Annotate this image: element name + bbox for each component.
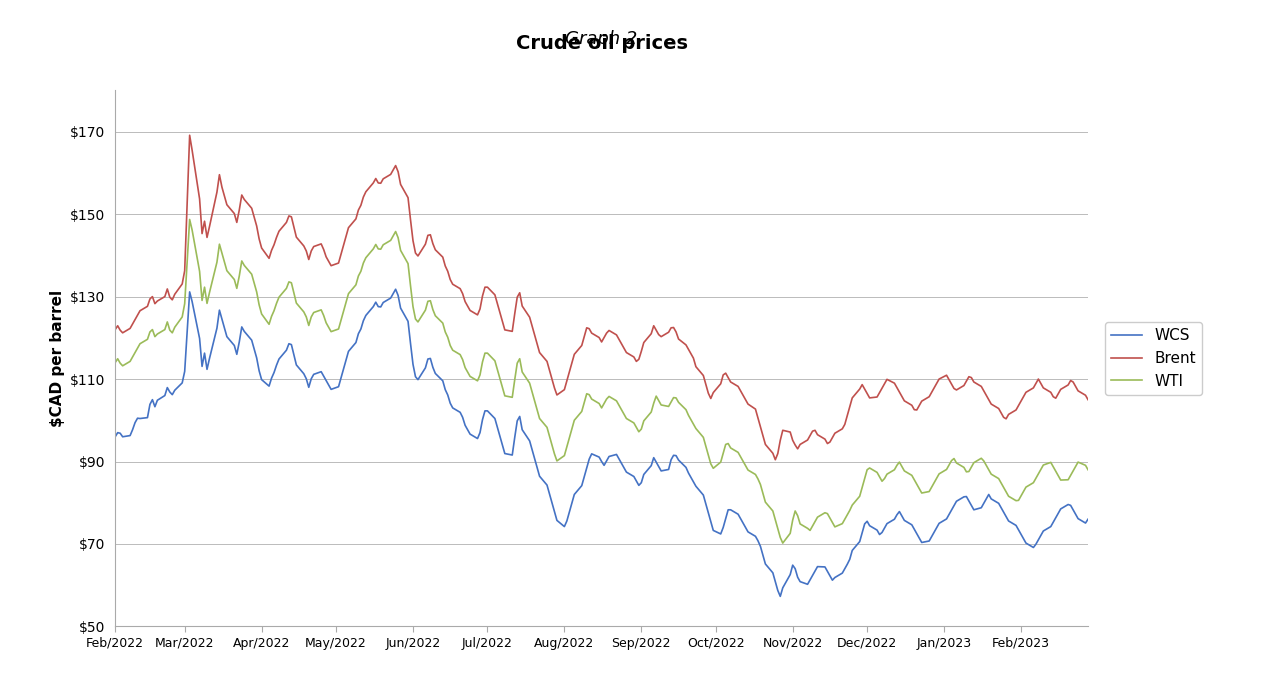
Text: Graph 2: Graph 2 bbox=[566, 30, 637, 47]
Title: Crude oil prices: Crude oil prices bbox=[516, 34, 687, 53]
Line: Brent: Brent bbox=[115, 135, 1088, 460]
Y-axis label: $CAD per barrel: $CAD per barrel bbox=[50, 290, 64, 427]
Line: WTI: WTI bbox=[115, 219, 1088, 543]
Line: WCS: WCS bbox=[115, 290, 1088, 596]
Legend: WCS, Brent, WTI: WCS, Brent, WTI bbox=[1106, 322, 1202, 395]
